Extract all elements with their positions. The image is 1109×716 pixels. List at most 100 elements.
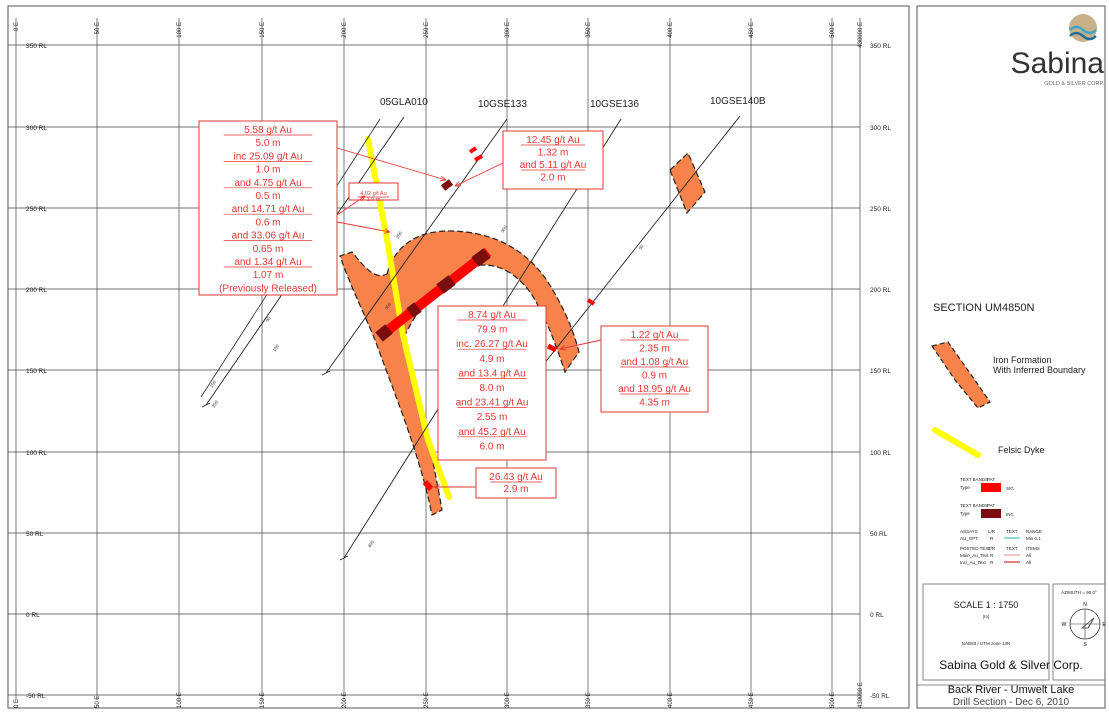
- intercept-sig: [546, 343, 558, 353]
- callout-small: 4.02 g/t Au1.0 m: [348, 182, 399, 203]
- rl-label-left: 100 RL: [26, 450, 47, 457]
- posted-row1-lr: R: [990, 553, 994, 558]
- rl-label-right: 300 RL: [870, 125, 891, 132]
- tb1-col: PAT: [987, 477, 995, 482]
- corner-label-top: 430000 E: [858, 22, 864, 48]
- drill-hole-trace: [520, 115, 741, 394]
- assays-field: AU_GPT: [960, 536, 978, 541]
- assay-line: and 13.4 g/t Au: [458, 368, 525, 379]
- arrow-head-icon: [439, 175, 447, 182]
- rl-label-left: 250 RL: [26, 206, 47, 213]
- scale-datum: NAD83 / UTM zone 13N: [962, 641, 1011, 646]
- rl-label-right: 200 RL: [870, 287, 891, 294]
- assay-line: 1.22 g/t Au: [631, 330, 679, 341]
- callout-left-box: [198, 120, 338, 296]
- arrow-head-icon: [433, 484, 440, 490]
- assay-line: and 1.08 g/t Au: [621, 357, 688, 368]
- rl-label-left: 300 RL: [26, 125, 47, 132]
- posted-row1-name: Main_Au_Text: [960, 553, 989, 558]
- drill-section-date: Drill Section - Dec 6, 2010: [953, 697, 1070, 708]
- e-label-top: 400 E: [668, 22, 674, 38]
- compass-w: W: [1062, 622, 1067, 628]
- drill-hole-trace: [325, 118, 508, 374]
- assay-line: 2.9 m: [503, 484, 528, 495]
- e-label-bottom: 0 E: [14, 699, 20, 708]
- arrow-head-icon: [559, 345, 566, 351]
- e-label-bottom: 300 E: [505, 692, 511, 708]
- drill-hole-end: [321, 370, 331, 376]
- assay-line: 1.0 m: [255, 165, 280, 176]
- assay-line: 8.74 g/t Au: [468, 310, 516, 321]
- assay-line: inc 25.09 g/t Au: [234, 151, 303, 162]
- legend-dyke-swatch: [932, 427, 981, 458]
- assay-line: and 14.71 g/t Au: [232, 204, 305, 215]
- assays-range-val: Min 0.1: [1026, 536, 1041, 541]
- compass-e: E: [1102, 622, 1106, 628]
- logo-mark: [1069, 14, 1097, 42]
- rl-label-right: 50 RL: [870, 531, 888, 538]
- drill-hole-label: 05GLA010: [380, 97, 428, 108]
- assay-line: 79.9 m: [477, 325, 508, 336]
- rl-label-left: 50 RL: [26, 531, 44, 538]
- posted-row2-lr: R: [990, 560, 994, 565]
- posted-row2-items: All: [1026, 560, 1031, 565]
- compass: N S W E: [1062, 602, 1107, 648]
- azimuth-label: AZIMUTH = 90.0°: [1061, 590, 1097, 595]
- assay-line: 1.32 m: [538, 148, 569, 159]
- drill-hole-label: 10GSE136: [590, 99, 639, 110]
- assays-range: RANGE: [1026, 529, 1042, 534]
- corner-label-bottom: 430000 E: [858, 682, 864, 708]
- assay-line: and 1.34 g/t Au: [234, 257, 301, 268]
- intercept-inc: [436, 275, 456, 294]
- e-label-bottom: 50 E: [95, 696, 101, 708]
- tb1-val: SIG: [1006, 486, 1014, 491]
- callout-top-right-box: [502, 130, 604, 190]
- depth-tick-label: 300: [500, 224, 509, 233]
- e-label-top: 500 E: [830, 22, 836, 38]
- assay-line: 2.35 m: [639, 344, 670, 355]
- rl-label-right: 150 RL: [870, 368, 891, 375]
- assay-line: 4.9 m: [479, 354, 504, 365]
- callout-right: 1.22 g/t Au 2.35 m and 1.08 g/t Au 0.9 m and…: [600, 325, 709, 413]
- drill-holes: 05GLA010 10GSE133 10GSE136 10GSE140B 50 100 15…: [200, 96, 766, 561]
- posted-lr: L/R: [988, 546, 996, 551]
- e-label-top: 150 E: [260, 22, 266, 38]
- assay-line: and 4.75 g/t Au: [234, 178, 301, 189]
- assay-line: 1.07 m: [253, 270, 284, 281]
- scale-unit: (m): [983, 614, 990, 619]
- assay-line: inc. 26.27 g/t Au: [456, 339, 528, 350]
- assay-callouts: 5.58 g/t Au 5.0 m inc 25.09 g/t Au 1.0 m and…: [198, 120, 709, 499]
- e-label-bottom: 250 E: [424, 692, 430, 708]
- legend-iron-swatch: [931, 341, 991, 409]
- callout-small-box: [348, 182, 399, 201]
- rl-label-right: 250 RL: [870, 206, 891, 213]
- intercept-sig: [468, 146, 478, 154]
- depth-tick-label: 150: [209, 379, 218, 388]
- posted-row2-name: Incl_Au_Text: [960, 560, 987, 565]
- depth-tick-label: 400: [367, 539, 376, 548]
- posted-row1-items: All: [1026, 553, 1031, 558]
- assays-title: ASSAYS: [960, 529, 978, 534]
- rl-label-right: 0 RL: [870, 612, 884, 619]
- drill-hole-label: 10GSE140B: [710, 96, 766, 107]
- assay-line: 2.0 m: [540, 173, 565, 184]
- logo: Sabina GOLD & SILVER CORP.: [1011, 14, 1105, 87]
- scale-box: [922, 583, 1050, 681]
- rl-label-right: 100 RL: [870, 450, 891, 457]
- e-label-top: 450 E: [749, 22, 755, 38]
- assay-line: 8.0 m: [479, 383, 504, 394]
- assays-lr: L/R: [988, 529, 996, 534]
- intercept-inc: [471, 248, 491, 267]
- depth-tick-label: 50: [638, 243, 645, 250]
- rl-label-left: 350 RL: [26, 43, 47, 50]
- e-label-bottom: 150 E: [260, 692, 266, 708]
- e-label-top: 100 E: [177, 22, 183, 38]
- intercept-sig: [378, 248, 492, 339]
- logo-text: Sabina: [1011, 47, 1105, 80]
- intercept-sig: [422, 480, 434, 491]
- intercept-sig: [586, 298, 596, 306]
- drill-hole-end: [339, 555, 349, 561]
- e-label-top: 50 E: [95, 22, 101, 34]
- intercept-sig: [474, 154, 483, 162]
